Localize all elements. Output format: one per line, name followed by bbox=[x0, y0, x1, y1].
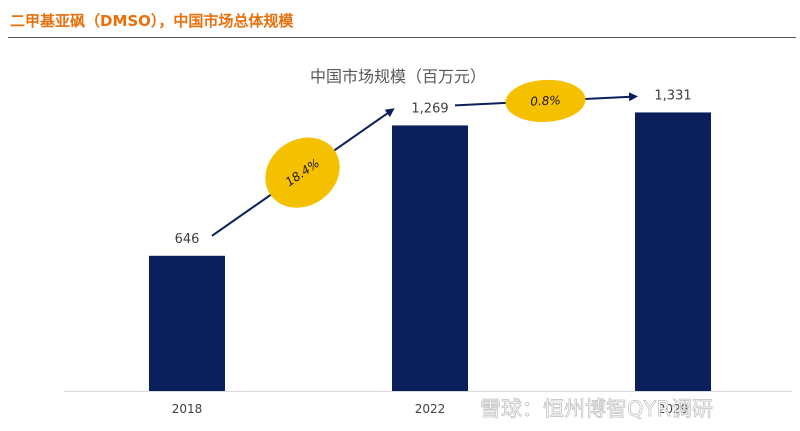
data-label-2018: 646 bbox=[175, 232, 200, 247]
bars-layer bbox=[64, 112, 792, 392]
growth-label-2: 0.8% bbox=[530, 93, 561, 108]
bar-2018 bbox=[149, 255, 225, 391]
title-divider bbox=[8, 37, 796, 38]
chart-title: 中国市场规模（百万元） bbox=[310, 67, 486, 86]
data-label-2022: 1,269 bbox=[411, 101, 448, 116]
x-tick-2022: 2022 bbox=[415, 402, 446, 416]
growth-annotations: 18.4%0.8% bbox=[211, 79, 638, 237]
labels-layer: 646 2018 1,269 2022 1,331 2029 bbox=[172, 88, 692, 416]
bar-2029 bbox=[635, 112, 711, 392]
growth-badge-2 bbox=[505, 79, 586, 122]
x-tick-2029: 2029 bbox=[658, 402, 689, 416]
bar-2022 bbox=[392, 125, 468, 391]
watermark-text: 雪球：恒州博智QYR调研 bbox=[480, 397, 713, 421]
growth-badge-1 bbox=[265, 137, 340, 208]
data-label-2029: 1,331 bbox=[654, 88, 691, 103]
x-tick-2018: 2018 bbox=[172, 402, 203, 416]
page-title: 二甲基亚砜（DMSO），中国市场总体规模 bbox=[10, 12, 294, 30]
